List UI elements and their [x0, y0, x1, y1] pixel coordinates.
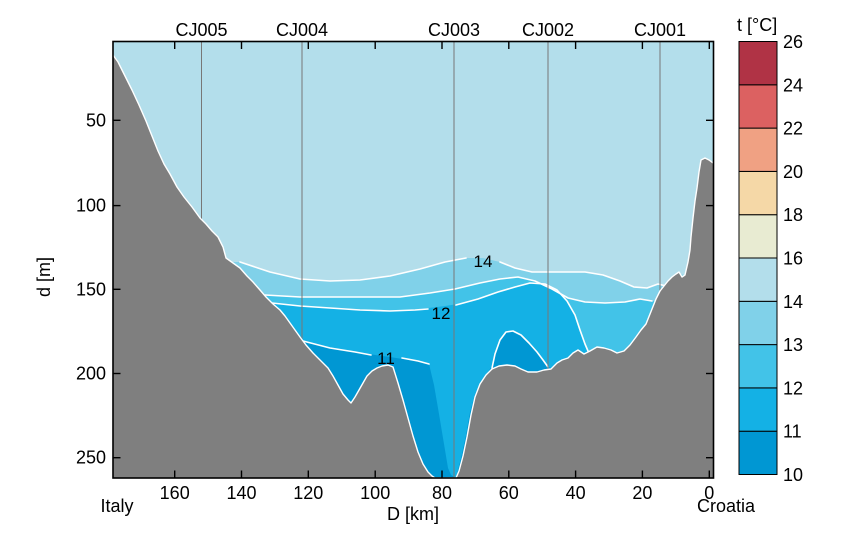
plot-frame	[112, 40, 715, 479]
colorbar-block-13-14	[738, 300, 778, 346]
station-label-cj005: CJ005	[175, 20, 227, 40]
colorbar-tick-label: 20	[783, 162, 803, 182]
colorbar-block-16-18	[738, 214, 778, 259]
contour-label-11: 11	[377, 349, 395, 368]
contour-label-12: 12	[432, 304, 451, 323]
y-tick-label: 50	[86, 110, 106, 130]
colorbar-block-11-12	[738, 387, 778, 432]
endpoint-label-italy: Italy	[100, 496, 133, 516]
colorbar-block-12-13	[738, 344, 778, 389]
colorbar-tick-label: 24	[783, 75, 803, 95]
x-tick-label: 100	[360, 483, 390, 503]
endpoint-label-croatia: Croatia	[697, 496, 756, 516]
isotherm-12-line-east	[455, 282, 589, 352]
isotherm-11-line-west	[302, 340, 372, 356]
colorbar: t [°C] 26 24 22 20 18 16 14 13 12 11 10	[737, 15, 803, 485]
station-label-cj001: CJ001	[634, 20, 686, 40]
y-axis-title: d [m]	[34, 257, 54, 297]
x-axis-ticks-bottom	[173, 470, 710, 478]
x-tick-label: 40	[566, 483, 586, 503]
x-tick-label: 140	[226, 483, 256, 503]
x-axis-ticks-top	[173, 42, 710, 49]
y-axis-ticks-right	[706, 119, 713, 459]
colorbar-tick-label: 11	[783, 422, 802, 442]
colorbar-tick-label: 13	[783, 335, 803, 355]
colorbar-tick-label: 22	[783, 119, 803, 139]
bathymetry-land-fill	[113, 55, 713, 478]
isotherm-11-line-dome	[491, 330, 549, 369]
colorbar-tick-label: 26	[783, 32, 803, 52]
x-axis-title: D [km]	[387, 504, 439, 524]
x-tick-label: 20	[632, 483, 652, 503]
colorbar-block-24-26	[738, 41, 778, 86]
isotherm-12-line-west	[271, 302, 429, 312]
x-tick-label: 80	[432, 483, 452, 503]
colorbar-tick-label: 18	[783, 205, 803, 225]
x-tick-label: 120	[293, 483, 323, 503]
colorbar-title: t [°C]	[737, 15, 777, 35]
y-axis-ticks-left	[113, 119, 121, 459]
colorbar-block-14-16	[738, 257, 778, 302]
contour-label-14: 14	[474, 252, 493, 271]
isotherm-11-line-mid	[401, 357, 430, 365]
station-label-cj003: CJ003	[428, 20, 480, 40]
y-tick-label: 150	[76, 279, 106, 299]
y-tick-label: 100	[76, 196, 106, 216]
station-label-cj004: CJ004	[276, 20, 328, 40]
isotherm-14-line-west	[239, 257, 467, 282]
colorbar-tick-label: 16	[783, 249, 803, 269]
colorbar-block-10-11	[738, 430, 778, 476]
x-tick-label: 160	[160, 483, 190, 503]
x-tick-label: 0	[704, 483, 714, 503]
station-label-cj002: CJ002	[522, 20, 574, 40]
colorbar-tick-label: 10	[783, 465, 803, 485]
y-tick-label: 200	[76, 364, 106, 384]
isotherm-13-line	[264, 276, 653, 304]
colorbar-tick-label: 12	[783, 378, 803, 398]
y-tick-label: 250	[76, 448, 106, 468]
x-tick-label: 60	[499, 483, 519, 503]
seafloor-edge-line	[112, 54, 714, 479]
colorbar-block-20-22	[738, 127, 778, 172]
colorbar-block-18-20	[738, 170, 778, 216]
colorbar-block-22-24	[738, 84, 778, 129]
colorbar-tick-label: 14	[783, 292, 803, 312]
